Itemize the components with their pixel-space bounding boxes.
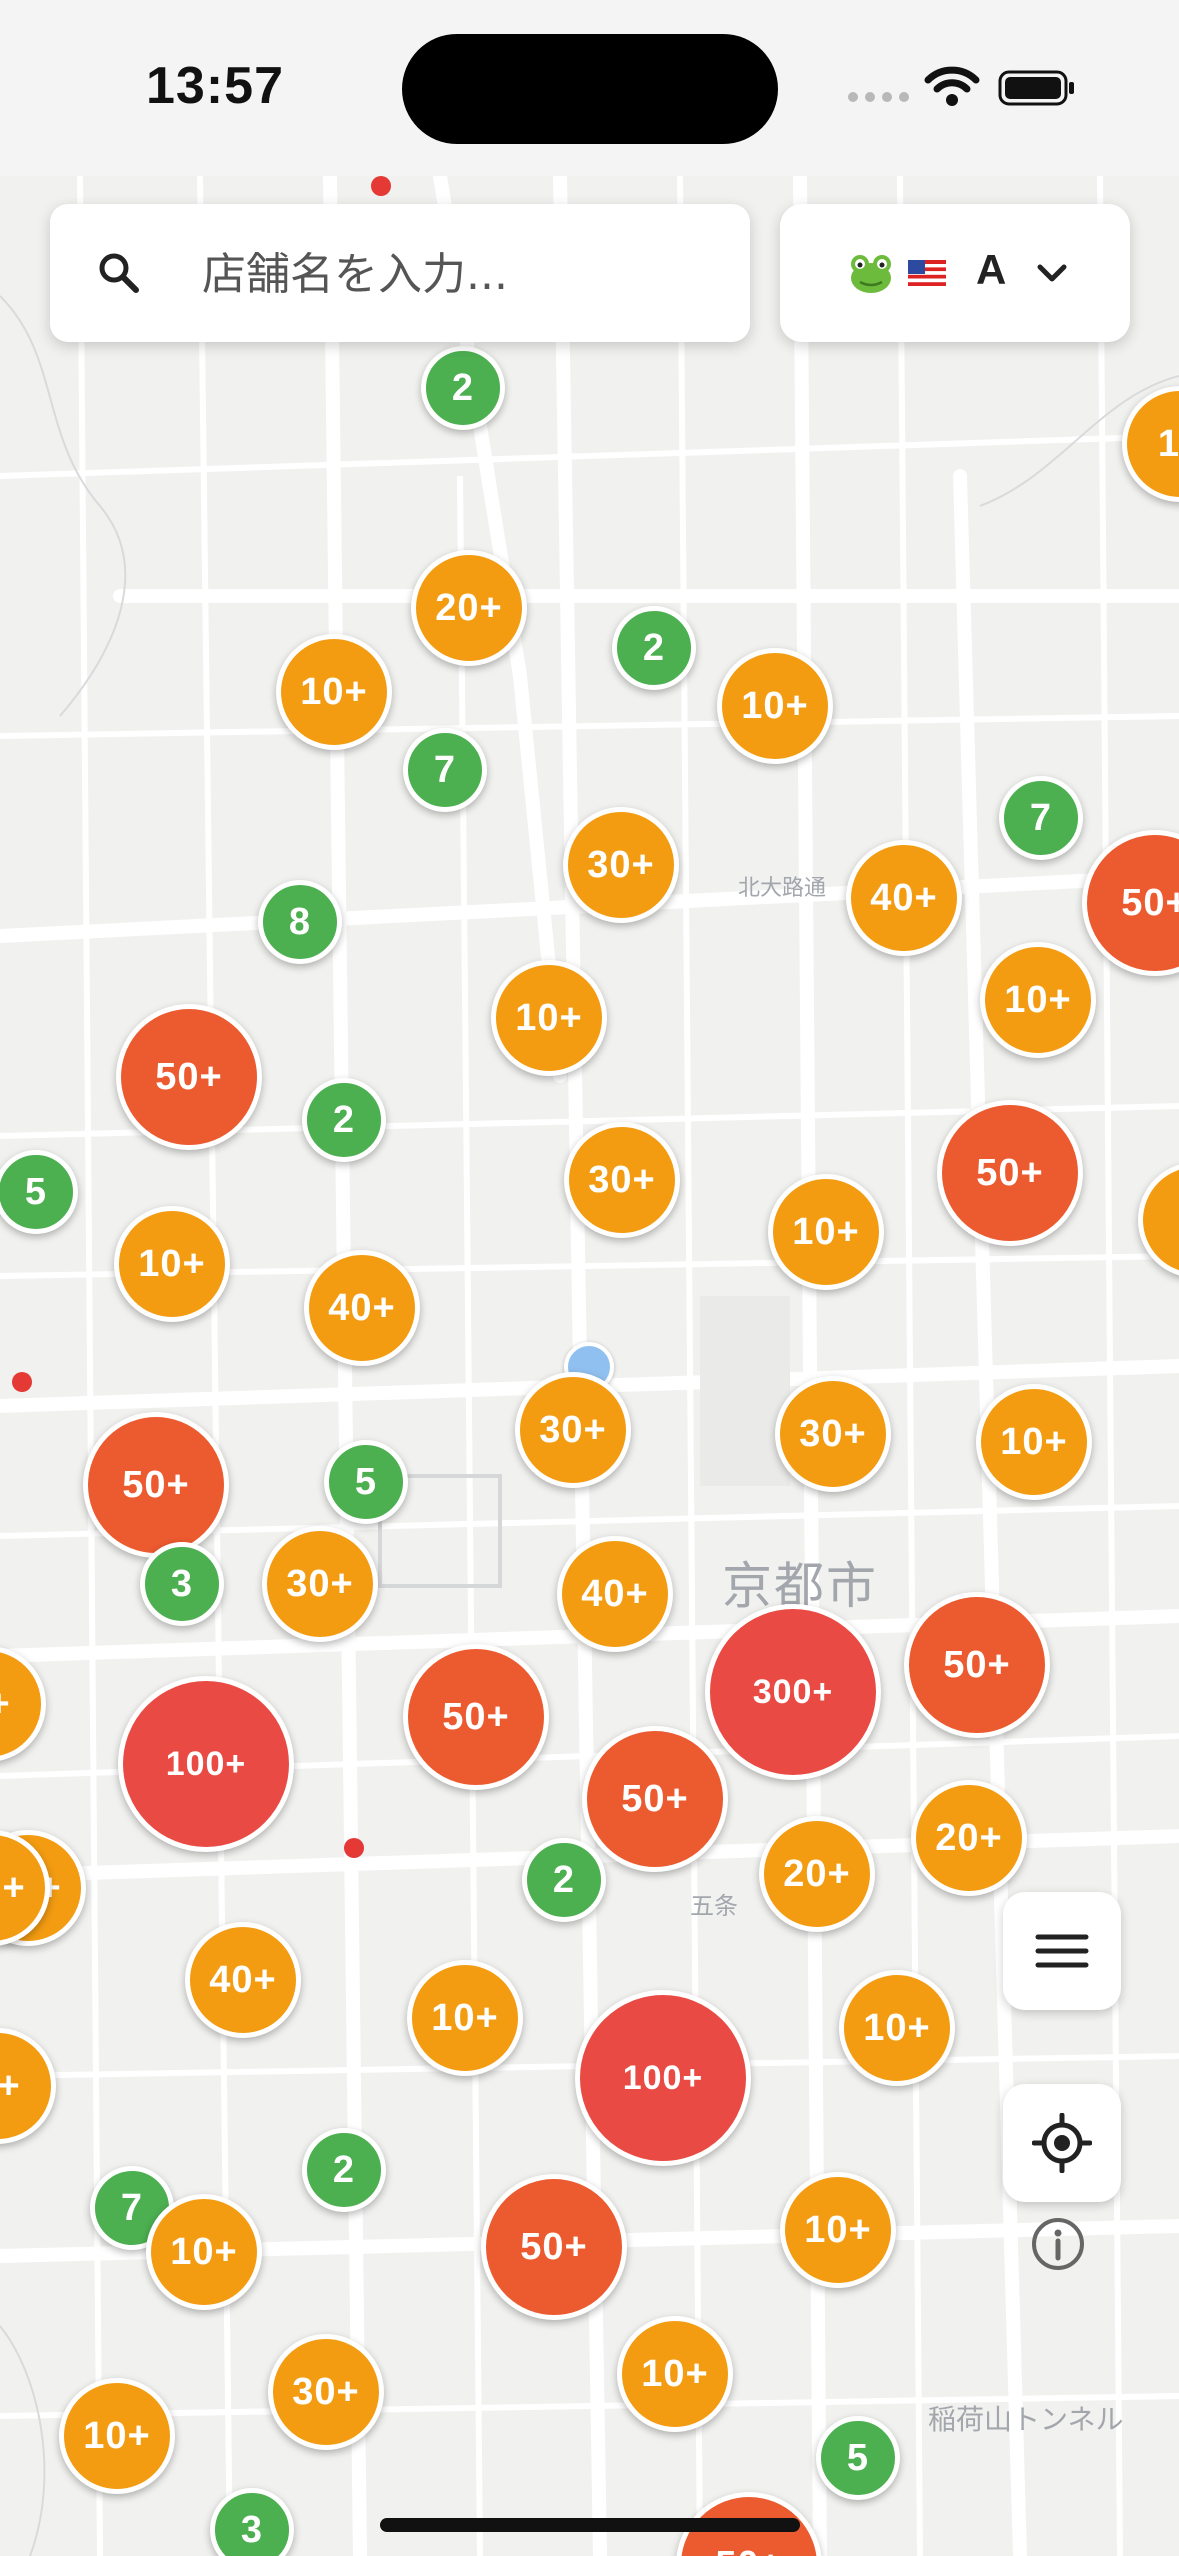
cluster-marker[interactable]: 30+ — [563, 807, 679, 923]
map-roads — [0, 176, 1179, 2556]
cluster-marker[interactable]: 7 — [999, 776, 1083, 860]
cluster-marker[interactable]: 10+ — [717, 648, 833, 764]
cluster-marker[interactable]: 5 — [0, 1150, 78, 1234]
cluster-marker[interactable]: 10+ — [114, 1206, 230, 1322]
cluster-marker[interactable]: 3 — [210, 2488, 294, 2556]
cluster-marker[interactable]: 100+ — [118, 1676, 294, 1852]
cluster-marker[interactable]: 8 — [258, 880, 342, 964]
cluster-marker[interactable]: 10+ — [407, 1960, 523, 2076]
info-icon[interactable] — [1030, 2216, 1086, 2272]
cluster-marker[interactable]: 10+ — [146, 2194, 262, 2310]
cluster-marker[interactable]: 40+ — [557, 1536, 673, 1652]
battery-icon — [998, 70, 1074, 106]
map-pin[interactable] — [12, 1372, 32, 1392]
wifi-icon — [924, 66, 980, 106]
cluster-marker[interactable]: 10+ — [839, 1970, 955, 2086]
cluster-marker[interactable]: 30+ — [262, 1526, 378, 1642]
cluster-marker[interactable]: 20+ — [759, 1816, 875, 1932]
signal-icon — [848, 92, 909, 102]
cluster-marker[interactable]: 50+ — [582, 1726, 728, 1872]
cluster-marker[interactable]: 50+ — [403, 1644, 549, 1790]
cluster-marker[interactable]: 7 — [403, 728, 487, 812]
cluster-marker[interactable]: 10+ — [491, 960, 607, 1076]
dynamic-island — [402, 34, 778, 144]
map-label-tunnel: 稲荷山トンネル — [928, 2403, 1124, 2436]
cluster-marker[interactable]: 30+ — [268, 2334, 384, 2450]
menu-button[interactable] — [1003, 1892, 1121, 2010]
cluster-marker[interactable]: 50+ — [904, 1592, 1050, 1738]
language-letter: A — [976, 246, 1007, 293]
menu-icon — [1035, 1934, 1089, 1968]
cluster-marker[interactable]: 2 — [302, 1078, 386, 1162]
cluster-marker[interactable]: 10+ — [780, 2172, 896, 2288]
cluster-marker[interactable]: 3 — [140, 1542, 224, 1626]
map[interactable]: 京都市 北大路通 稲荷山トンネル 五条 2 20+ 10+ 2 10+ 7 30… — [0, 176, 1179, 2556]
map-label-gojo: 五条 — [690, 1892, 738, 1920]
status-time: 13:57 — [146, 57, 284, 115]
cluster-marker[interactable]: 10+ — [768, 1174, 884, 1290]
cluster-marker[interactable]: 30+ — [775, 1376, 891, 1492]
frog-icon — [851, 255, 891, 293]
cluster-marker[interactable]: 50+ — [937, 1100, 1083, 1246]
cluster-marker[interactable]: 50+ — [83, 1412, 229, 1558]
chevron-down-icon — [1037, 264, 1067, 282]
cluster-marker[interactable]: 40+ — [185, 1922, 301, 2038]
locate-icon — [1032, 2113, 1092, 2173]
home-indicator — [380, 2518, 800, 2532]
map-pin[interactable] — [344, 1838, 364, 1858]
language-selector[interactable]: A — [780, 204, 1130, 342]
search-input[interactable] — [200, 234, 724, 314]
cluster-marker[interactable]: 50+ — [116, 1004, 262, 1150]
cluster-marker[interactable]: 2 — [522, 1838, 606, 1922]
cluster-marker[interactable]: 40+ — [846, 840, 962, 956]
cluster-marker[interactable]: 2 — [421, 346, 505, 430]
cluster-marker[interactable]: 10+ — [617, 2316, 733, 2432]
cluster-marker[interactable]: 5 — [324, 1440, 408, 1524]
cluster-marker[interactable]: 10+ — [980, 942, 1096, 1058]
cluster-marker[interactable]: 20+ — [411, 550, 527, 666]
cluster-marker[interactable]: 10+ — [976, 1384, 1092, 1500]
cluster-marker[interactable]: 300+ — [705, 1604, 881, 1780]
search-icon — [99, 253, 139, 293]
cluster-marker[interactable]: 5 — [816, 2416, 900, 2500]
cluster-marker[interactable]: 2 — [302, 2128, 386, 2212]
cluster-marker[interactable]: 10+ — [59, 2378, 175, 2494]
cluster-marker[interactable]: 30+ — [564, 1122, 680, 1238]
search-bar[interactable] — [50, 204, 750, 342]
cluster-marker[interactable]: 30+ — [515, 1372, 631, 1488]
cluster-marker[interactable]: 20+ — [911, 1780, 1027, 1896]
cluster-marker[interactable]: 2 — [612, 606, 696, 690]
cluster-marker[interactable]: 100+ — [575, 1990, 751, 2166]
cluster-marker[interactable]: 50+ — [481, 2174, 627, 2320]
locate-button[interactable] — [1003, 2084, 1121, 2202]
cluster-marker[interactable]: 40+ — [304, 1250, 420, 1366]
map-label-kitaoji: 北大路通 — [738, 876, 827, 901]
us-flag-icon — [908, 260, 946, 286]
cluster-marker[interactable]: 10+ — [276, 634, 392, 750]
status-bar: 13:57 — [0, 0, 1179, 176]
map-pin[interactable] — [371, 176, 391, 196]
